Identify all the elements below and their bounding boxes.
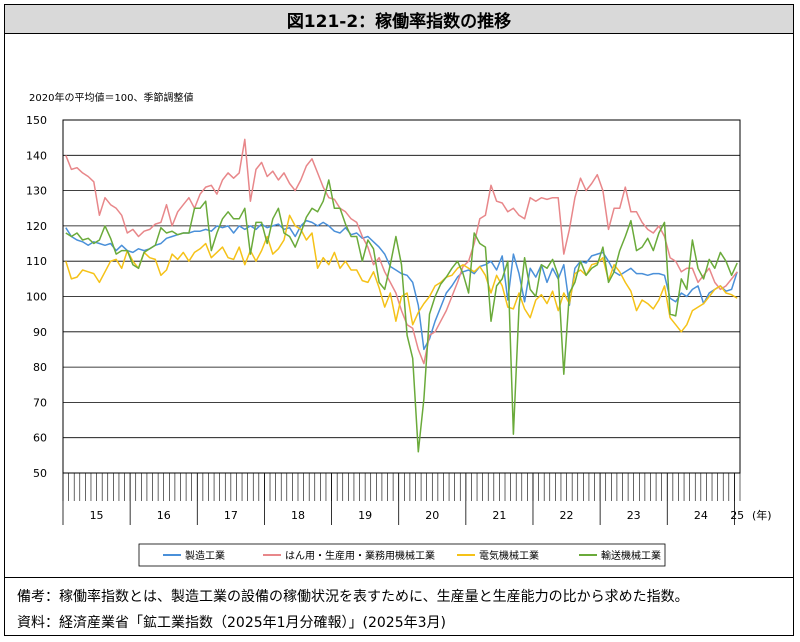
footer: 備考：稼働率指数とは、製造工業の設備の稼働状況を表すために、生産量と生産能力の比… (5, 577, 793, 636)
x-tick-label: 17 (224, 509, 238, 522)
y-tick-label: 150 (26, 114, 47, 127)
x-tick-label: 24 (694, 509, 708, 522)
legend-label: 電気機械工業 (479, 549, 539, 562)
x-tick-label: 23 (627, 509, 641, 522)
legend-box (138, 543, 666, 567)
y-tick-label: 60 (33, 432, 47, 445)
x-tick-label: 21 (492, 509, 506, 522)
x-tick-label: 25 (730, 509, 744, 522)
y-tick-label: 140 (26, 149, 47, 162)
series-line-2 (65, 138, 738, 365)
footer-remarks: 備考：稼働率指数とは、製造工業の設備の稼働状況を表すために、生産量と生産能力の比… (17, 589, 689, 605)
x-tick-label: 15 (90, 509, 104, 522)
series-line-3 (65, 214, 738, 333)
x-tick-label: 20 (425, 509, 439, 522)
y-tick-label: 110 (26, 255, 47, 268)
legend-label: 製造工業 (185, 549, 225, 562)
x-tick-label: 18 (291, 509, 305, 522)
y-tick-label: 70 (33, 396, 47, 409)
x-tick-label: 22 (560, 509, 574, 522)
chart-frame: 図121-2：稼働率指数の推移 2020年の平均値＝100、季節調整値 50 60… (4, 4, 794, 636)
legend-label: 輸送機械工業 (601, 549, 661, 562)
series-line-4 (65, 179, 738, 453)
y-tick-label: 120 (26, 220, 47, 233)
y-tick-label: 130 (26, 185, 47, 198)
chart-note: 2020年の平均値＝100、季節調整値 (29, 93, 194, 104)
chart-title: 図121-2：稼働率指数の推移 (5, 5, 793, 34)
chart-plot: 50 60 70 80 90 100 110 120 130 140 150 15 16 17 18 19 20… (26, 114, 772, 567)
y-tick-label: 100 (26, 291, 47, 304)
y-tick-label: 80 (33, 361, 47, 374)
legend-label: はん用・生産用・業務用機械工業 (285, 549, 435, 562)
x-tick-label: 19 (358, 509, 372, 522)
x-tick-label: 16 (157, 509, 171, 522)
series-line-1 (65, 219, 738, 351)
y-tick-label: 90 (33, 326, 47, 339)
footer-source: 資料：経済産業省「鉱工業指数（2025年1月分確報）」(2025年3月) (17, 615, 446, 631)
y-tick-label: 50 (33, 467, 47, 480)
x-axis-label: (年) (752, 508, 772, 522)
